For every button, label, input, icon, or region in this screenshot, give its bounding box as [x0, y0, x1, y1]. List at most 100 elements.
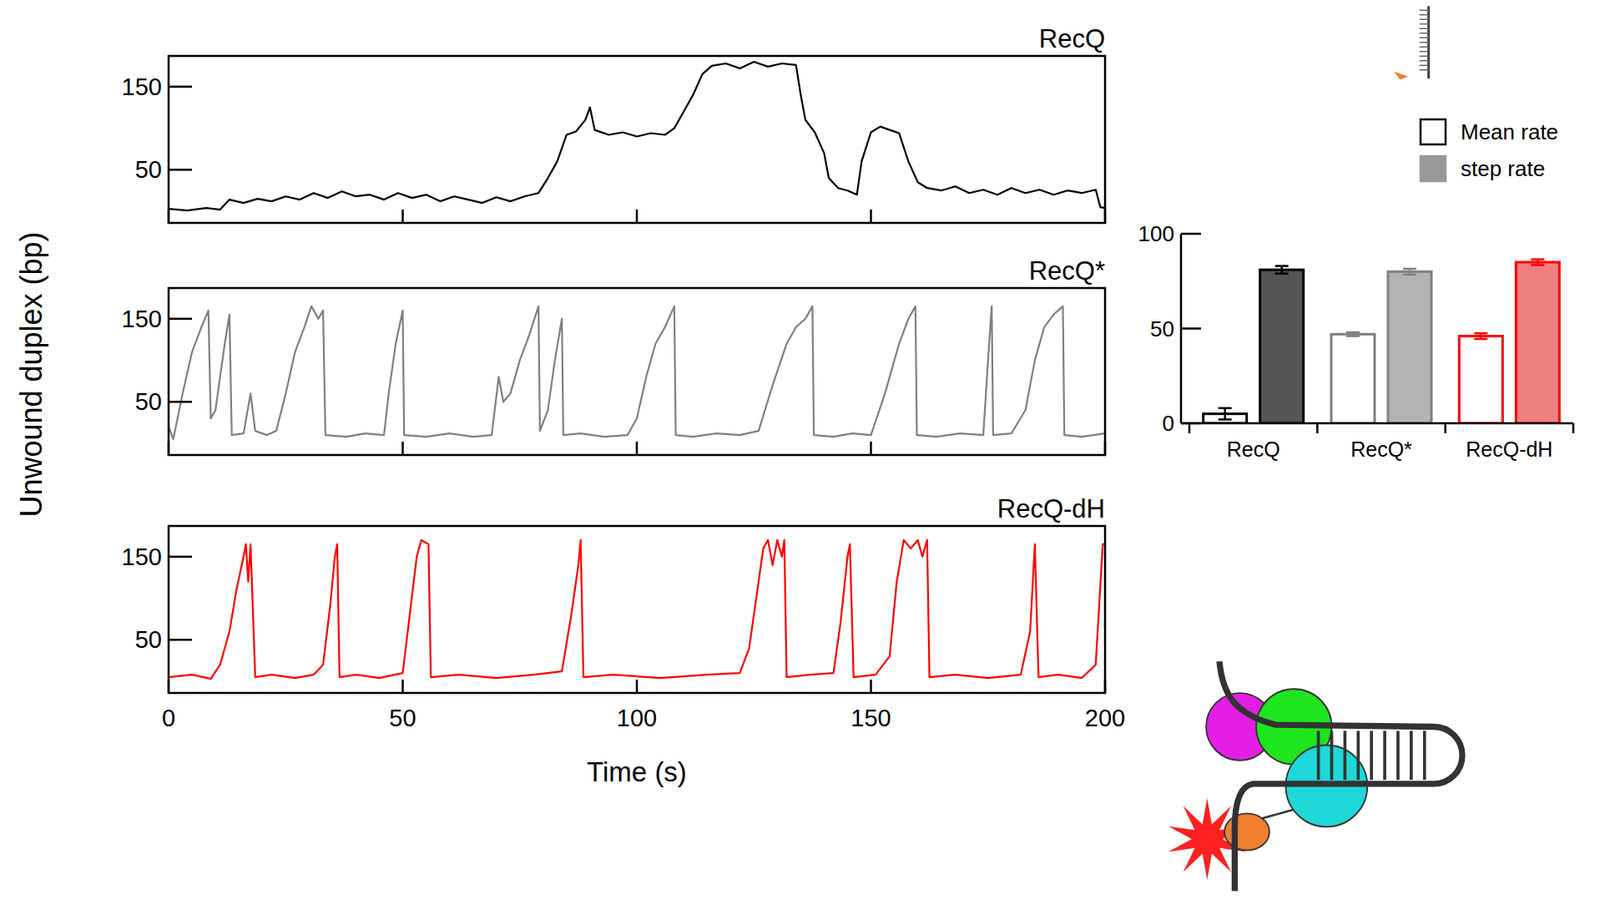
x-tick-label: 50	[388, 704, 416, 732]
plot-area	[168, 540, 1106, 679]
error-cap	[1346, 334, 1360, 338]
y-tick-label: 150	[121, 543, 162, 571]
y-tick-label: 50	[135, 625, 162, 653]
panel-title: RecQ	[1039, 24, 1106, 54]
category-label: RecQ	[1226, 437, 1281, 461]
error-cap	[1403, 273, 1417, 277]
icon-rung	[1419, 69, 1429, 71]
x-tick	[401, 679, 404, 693]
y-tick-label: 150	[121, 73, 162, 101]
base-pair	[1369, 730, 1373, 780]
icon-rung	[1419, 18, 1429, 20]
base-pair	[1382, 730, 1387, 780]
error-cap	[1403, 267, 1417, 271]
base-pair	[1396, 730, 1400, 780]
error-line	[1280, 266, 1283, 274]
x-tick	[401, 441, 404, 455]
x-tick	[1104, 679, 1107, 693]
base-pair	[1317, 730, 1321, 780]
base-pair	[1343, 730, 1348, 780]
legend-label: step rate	[1460, 156, 1545, 182]
figure: 50150RecQ50150RecQ*50150050100150200RecQ…	[0, 0, 1600, 905]
group-divider	[1443, 423, 1447, 434]
y-tick-label: 0	[1162, 410, 1175, 436]
y-tick	[168, 168, 192, 172]
plot-area	[168, 61, 1106, 211]
category-label: RecQ*	[1350, 437, 1413, 461]
x-tick	[401, 209, 404, 223]
icon-rung	[1419, 50, 1429, 52]
x-axis	[1181, 422, 1574, 425]
icon-rung	[1419, 9, 1429, 11]
x-tick	[635, 209, 639, 223]
frame	[168, 525, 1106, 693]
error-cap	[1218, 407, 1232, 410]
y-tick	[168, 85, 192, 89]
frame	[168, 287, 1106, 455]
bar-area	[1203, 259, 1560, 424]
error-bar	[1346, 332, 1360, 337]
dye	[1224, 812, 1270, 850]
group-divider	[1188, 423, 1192, 434]
error-bar	[1473, 333, 1488, 339]
error-line	[1223, 408, 1227, 420]
x-tick	[1104, 209, 1107, 223]
y-tick	[168, 317, 192, 321]
error-bar	[1275, 266, 1289, 274]
icon-rung	[1419, 60, 1429, 61]
error-cap	[1473, 332, 1488, 335]
bar	[1388, 271, 1432, 424]
y-tick-label: 50	[1150, 316, 1175, 342]
icon-rung	[1419, 23, 1429, 25]
base-pair	[1356, 730, 1360, 780]
icon-rung	[1419, 65, 1429, 66]
dna-hairpin	[1219, 661, 1463, 891]
error-bar	[1530, 259, 1545, 266]
error-bar	[1218, 408, 1232, 420]
y-tick	[1181, 327, 1202, 330]
x-tick	[167, 441, 171, 455]
category-label: RecQ-dH	[1465, 437, 1553, 461]
schematic	[1168, 5, 1463, 891]
error-cap	[1275, 272, 1289, 275]
plot-area	[168, 306, 1106, 440]
error-cap	[1218, 418, 1232, 421]
error-cap	[1275, 264, 1289, 268]
icon-rung	[1419, 46, 1429, 48]
x-tick-label: 200	[1085, 704, 1126, 732]
y-tick	[1181, 232, 1202, 236]
y-axis-title: Unwound duplex (bp)	[14, 231, 49, 517]
group-divider	[1316, 423, 1319, 434]
icon-rung	[1419, 27, 1429, 29]
trace	[168, 540, 1106, 679]
legend-swatch	[1420, 119, 1446, 145]
x-tick	[167, 679, 171, 693]
frame	[168, 55, 1106, 223]
bar	[1331, 333, 1375, 424]
y-tick	[168, 638, 192, 642]
x-axis-title: Time (s)	[586, 756, 687, 788]
y-tick-label: 100	[1138, 221, 1175, 247]
bar	[1458, 336, 1503, 424]
bar	[1260, 269, 1304, 424]
y-tick	[168, 400, 192, 404]
base-pair	[1330, 730, 1334, 780]
legend-label: Mean rate	[1460, 119, 1559, 145]
group-divider	[1572, 423, 1575, 434]
panel-title: RecQ-dH	[997, 494, 1106, 524]
x-tick	[869, 679, 873, 693]
error-bar	[1403, 268, 1417, 275]
base-pair	[1423, 730, 1427, 780]
base-pair	[1409, 730, 1414, 780]
x-tick	[1104, 441, 1107, 455]
x-tick	[869, 209, 873, 223]
x-tick	[167, 209, 171, 223]
y-tick-label: 50	[135, 156, 162, 183]
error-cap	[1346, 331, 1360, 334]
icon-dye	[1393, 71, 1409, 81]
panel-title: RecQ*	[1029, 256, 1106, 286]
legend-swatch	[1420, 156, 1446, 182]
y-tick	[1181, 422, 1202, 425]
error-cap	[1530, 257, 1545, 261]
bar	[1515, 262, 1560, 424]
